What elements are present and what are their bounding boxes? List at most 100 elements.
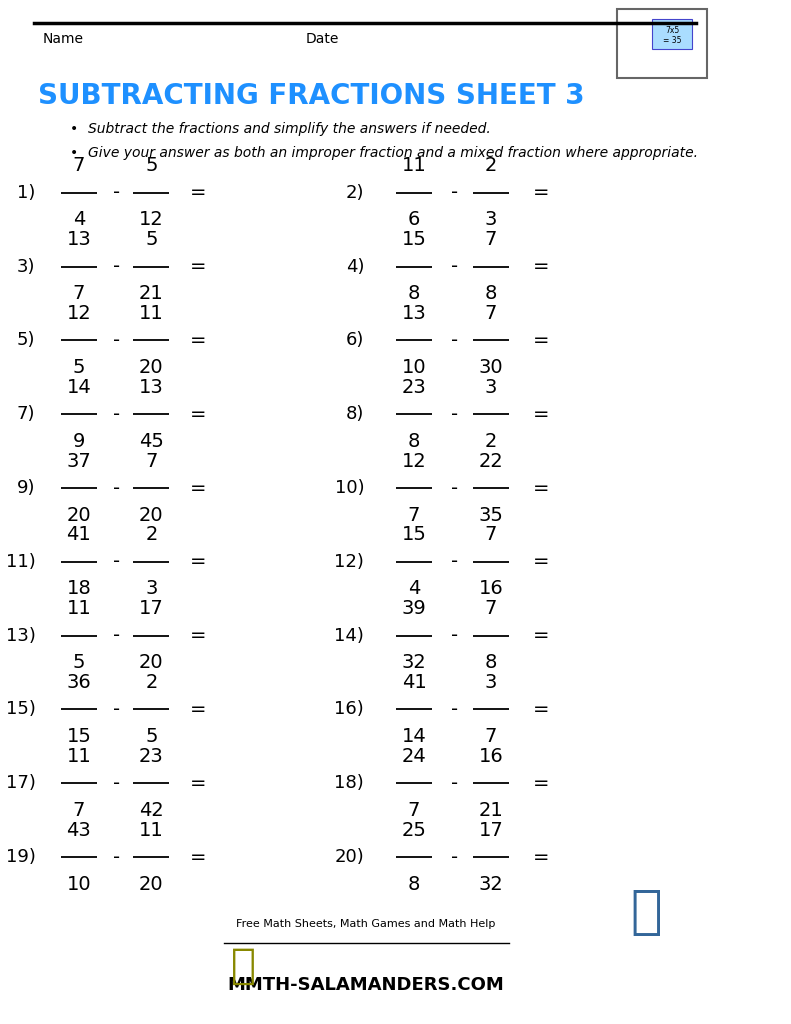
Text: 20): 20) [335,848,364,866]
Text: =: = [190,774,206,793]
Text: 45: 45 [139,432,164,451]
Text: 3: 3 [485,210,498,229]
Text: -: - [451,848,458,866]
Text: 7: 7 [73,801,85,820]
Text: =: = [532,626,549,645]
Text: 11: 11 [139,820,164,840]
Text: 7: 7 [146,452,157,471]
Text: 4: 4 [73,210,85,229]
Text: =: = [532,848,549,866]
Text: 2: 2 [485,157,498,175]
Text: 35: 35 [479,506,503,524]
Text: -: - [451,404,458,424]
Text: -: - [113,331,120,350]
Text: =: = [532,331,549,350]
Text: 15: 15 [402,525,426,545]
Text: 20: 20 [139,358,164,377]
Text: 17: 17 [479,820,503,840]
Text: 16: 16 [479,580,503,598]
Text: 15: 15 [402,230,426,249]
Text: -: - [451,626,458,645]
Text: Name: Name [43,33,84,46]
Text: 12: 12 [402,452,426,471]
Text: =: = [532,774,549,793]
Text: 10: 10 [402,358,426,377]
Text: 7x5: 7x5 [665,26,679,35]
Text: 41: 41 [66,525,91,545]
Text: 23: 23 [139,746,164,766]
Text: =: = [190,700,206,719]
Text: -: - [451,774,458,793]
Text: 20: 20 [139,506,164,524]
Text: Free Math Sheets, Math Games and Math Help: Free Math Sheets, Math Games and Math He… [237,919,496,929]
Text: 16: 16 [479,746,503,766]
Text: 15: 15 [66,727,91,745]
Text: -: - [113,626,120,645]
Text: 23: 23 [402,378,426,397]
Text: 32: 32 [479,874,503,894]
Text: -: - [113,700,120,719]
Text: =: = [190,848,206,866]
Text: -: - [113,478,120,498]
Text: -: - [451,552,458,571]
Text: =: = [532,700,549,719]
Text: 11: 11 [66,599,91,618]
Text: =: = [532,257,549,276]
Text: 5: 5 [145,157,157,175]
Text: 14: 14 [66,378,91,397]
Text: 7: 7 [485,230,498,249]
Text: 11: 11 [66,746,91,766]
Text: =: = [532,478,549,498]
Text: -: - [113,848,120,866]
Text: 5: 5 [73,653,85,672]
Text: 12: 12 [139,210,164,229]
Text: -: - [451,257,458,276]
Text: 10: 10 [66,874,91,894]
Text: =: = [532,404,549,424]
Text: 1): 1) [17,184,36,202]
Text: Subtract the fractions and simplify the answers if needed.: Subtract the fractions and simplify the … [88,122,490,136]
Text: 17): 17) [6,774,36,793]
Text: =: = [190,478,206,498]
Text: =: = [190,404,206,424]
Text: 7: 7 [485,525,498,545]
Text: 39: 39 [402,599,426,618]
Text: 12): 12) [335,553,364,570]
Text: Give your answer as both an improper fraction and a mixed fraction where appropr: Give your answer as both an improper fra… [88,146,698,160]
Text: 25: 25 [402,820,426,840]
Text: Date: Date [305,33,339,46]
Text: =: = [190,626,206,645]
Text: 13: 13 [139,378,164,397]
Text: 7: 7 [408,801,420,820]
Text: 15): 15) [6,700,36,719]
Text: 14: 14 [402,727,426,745]
Text: =: = [190,331,206,350]
Text: 2): 2) [346,184,364,202]
Text: 22: 22 [479,452,503,471]
Text: 42: 42 [139,801,164,820]
Text: 11: 11 [402,157,426,175]
Text: 8): 8) [346,406,364,423]
Text: 13: 13 [66,230,91,249]
Text: -: - [113,183,120,203]
Text: 21: 21 [479,801,503,820]
Text: 30: 30 [479,358,503,377]
Text: 7: 7 [408,506,420,524]
Text: -: - [113,404,120,424]
Text: 7: 7 [485,727,498,745]
Text: 37: 37 [66,452,91,471]
Text: 20: 20 [139,874,164,894]
Text: = 35: = 35 [663,36,681,45]
Text: 4): 4) [346,258,364,275]
Text: 13): 13) [6,627,36,645]
Text: 19): 19) [6,848,36,866]
Text: 5): 5) [17,332,36,349]
Text: -: - [451,331,458,350]
Text: MMTH-SALAMANDERS.COM: MMTH-SALAMANDERS.COM [228,976,505,993]
Text: 5: 5 [145,727,157,745]
Text: -: - [113,257,120,276]
Text: 10): 10) [335,479,364,497]
FancyBboxPatch shape [617,9,706,78]
Text: -: - [113,552,120,571]
Text: 11: 11 [139,304,164,323]
